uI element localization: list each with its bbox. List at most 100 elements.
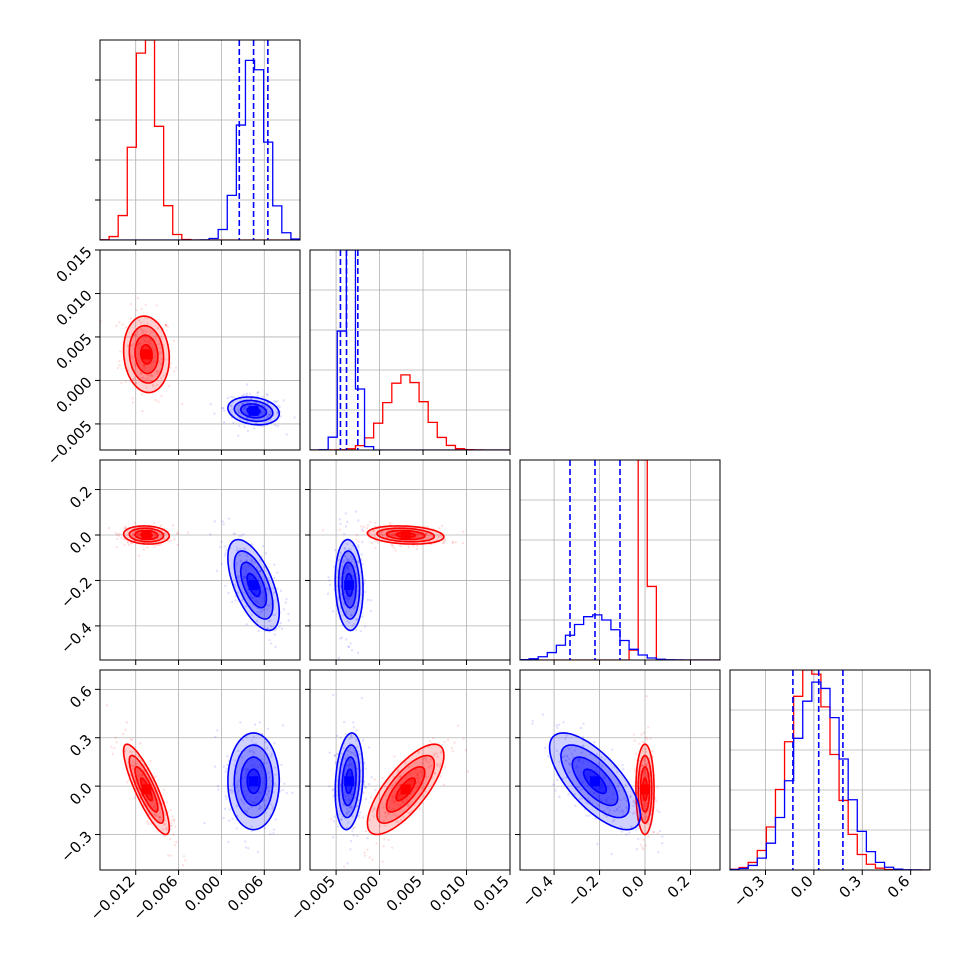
scatter-point bbox=[433, 772, 437, 775]
scatter-point bbox=[146, 322, 149, 326]
scatter-point bbox=[222, 765, 226, 768]
scatter-point bbox=[238, 411, 241, 414]
scatter-point bbox=[607, 811, 611, 815]
scatter-point bbox=[338, 528, 341, 532]
scatter-point bbox=[148, 333, 151, 336]
scatter-point bbox=[417, 750, 420, 753]
scatter-point bbox=[240, 756, 244, 759]
scatter-point bbox=[272, 625, 275, 628]
scatter-point bbox=[249, 595, 253, 599]
scatter-point bbox=[335, 779, 339, 782]
scatter-point bbox=[594, 817, 597, 820]
x-tick-label: 0.0 bbox=[618, 872, 648, 902]
scatter-point bbox=[225, 797, 228, 800]
scatter-point bbox=[611, 819, 615, 823]
scatter-point bbox=[632, 733, 636, 736]
scatter-point bbox=[141, 773, 144, 777]
scatter-point bbox=[656, 786, 659, 789]
scatter-point bbox=[416, 773, 419, 777]
scatter-point bbox=[644, 750, 648, 754]
scatter-point bbox=[643, 770, 646, 774]
scatter-point bbox=[364, 829, 368, 833]
scatter-point bbox=[274, 645, 277, 649]
scatter-point bbox=[579, 726, 583, 730]
scatter-point bbox=[261, 608, 264, 612]
scatter-point bbox=[345, 568, 348, 572]
scatter-point bbox=[251, 596, 254, 599]
scatter-point bbox=[240, 599, 244, 602]
scatter-point bbox=[158, 351, 161, 354]
scatter-point bbox=[429, 764, 432, 768]
scatter-point bbox=[366, 848, 369, 851]
scatter-point bbox=[259, 569, 262, 572]
y-tick-label: 0.010 bbox=[53, 286, 96, 329]
scatter-point bbox=[361, 816, 365, 819]
scatter-point bbox=[163, 811, 166, 814]
scatter-point bbox=[646, 810, 650, 814]
scatter-point bbox=[225, 548, 228, 552]
scatter-point bbox=[641, 740, 645, 744]
scatter-point bbox=[135, 334, 138, 337]
x-tick-label: 0.015 bbox=[470, 872, 513, 915]
scatter-point bbox=[643, 802, 646, 806]
scatter-point bbox=[129, 738, 132, 741]
scatter-point bbox=[165, 826, 168, 829]
scatter-point bbox=[345, 596, 348, 600]
scatter-point bbox=[256, 391, 259, 395]
scatter-point bbox=[133, 530, 136, 533]
scatter-point bbox=[582, 744, 585, 748]
scatter-point bbox=[339, 522, 342, 525]
scatter-point bbox=[276, 404, 280, 407]
scatter-point bbox=[237, 778, 240, 782]
scatter-point bbox=[223, 807, 227, 811]
scatter-point bbox=[555, 724, 558, 727]
scatter-point bbox=[574, 766, 578, 770]
scatter-point bbox=[392, 800, 396, 804]
scatter-point bbox=[393, 800, 396, 803]
scatter-point bbox=[266, 407, 269, 411]
panel-3-2: −0.4 −0.2 0.0 0.2 bbox=[515, 669, 721, 911]
scatter-point bbox=[393, 755, 396, 758]
scatter-point bbox=[222, 523, 225, 526]
scatter-point bbox=[359, 811, 362, 814]
scatter-point bbox=[547, 755, 550, 758]
scatter-point bbox=[344, 733, 347, 736]
scatter-point bbox=[224, 770, 227, 773]
scatter-point bbox=[254, 599, 257, 603]
scatter-point bbox=[278, 405, 281, 409]
scatter-point bbox=[235, 786, 239, 789]
scatter-point bbox=[143, 770, 146, 773]
scatter-point bbox=[414, 771, 418, 775]
scatter-point bbox=[167, 384, 171, 388]
scatter-point bbox=[356, 651, 360, 655]
scatter-point bbox=[592, 791, 595, 795]
scatter-point bbox=[242, 407, 246, 410]
scatter-point bbox=[266, 415, 270, 419]
scatter-point bbox=[267, 412, 270, 416]
scatter-point bbox=[351, 815, 354, 818]
scatter-point bbox=[363, 854, 367, 857]
scatter-point bbox=[238, 424, 241, 428]
scatter-point bbox=[352, 726, 356, 729]
scatter-point bbox=[629, 795, 632, 798]
scatter-point bbox=[336, 825, 340, 828]
scatter-point bbox=[443, 765, 447, 768]
scatter-point bbox=[262, 403, 265, 407]
panel-frame bbox=[99, 459, 301, 661]
scatter-point bbox=[221, 520, 224, 523]
scatter-point bbox=[643, 802, 646, 806]
scatter-point bbox=[340, 636, 344, 639]
scatter-point bbox=[392, 796, 395, 799]
scatter-point bbox=[240, 800, 244, 803]
scatter-point bbox=[122, 537, 126, 541]
scatter-point bbox=[243, 576, 246, 579]
scatter-point bbox=[346, 566, 349, 569]
scatter-point bbox=[140, 329, 144, 332]
scatter-point bbox=[274, 400, 277, 404]
scatter-point bbox=[349, 793, 353, 797]
scatter-point bbox=[391, 533, 395, 537]
scatter-point bbox=[244, 846, 248, 849]
scatter-point bbox=[255, 800, 258, 804]
scatter-point bbox=[247, 846, 250, 850]
scatter-point bbox=[245, 793, 248, 796]
